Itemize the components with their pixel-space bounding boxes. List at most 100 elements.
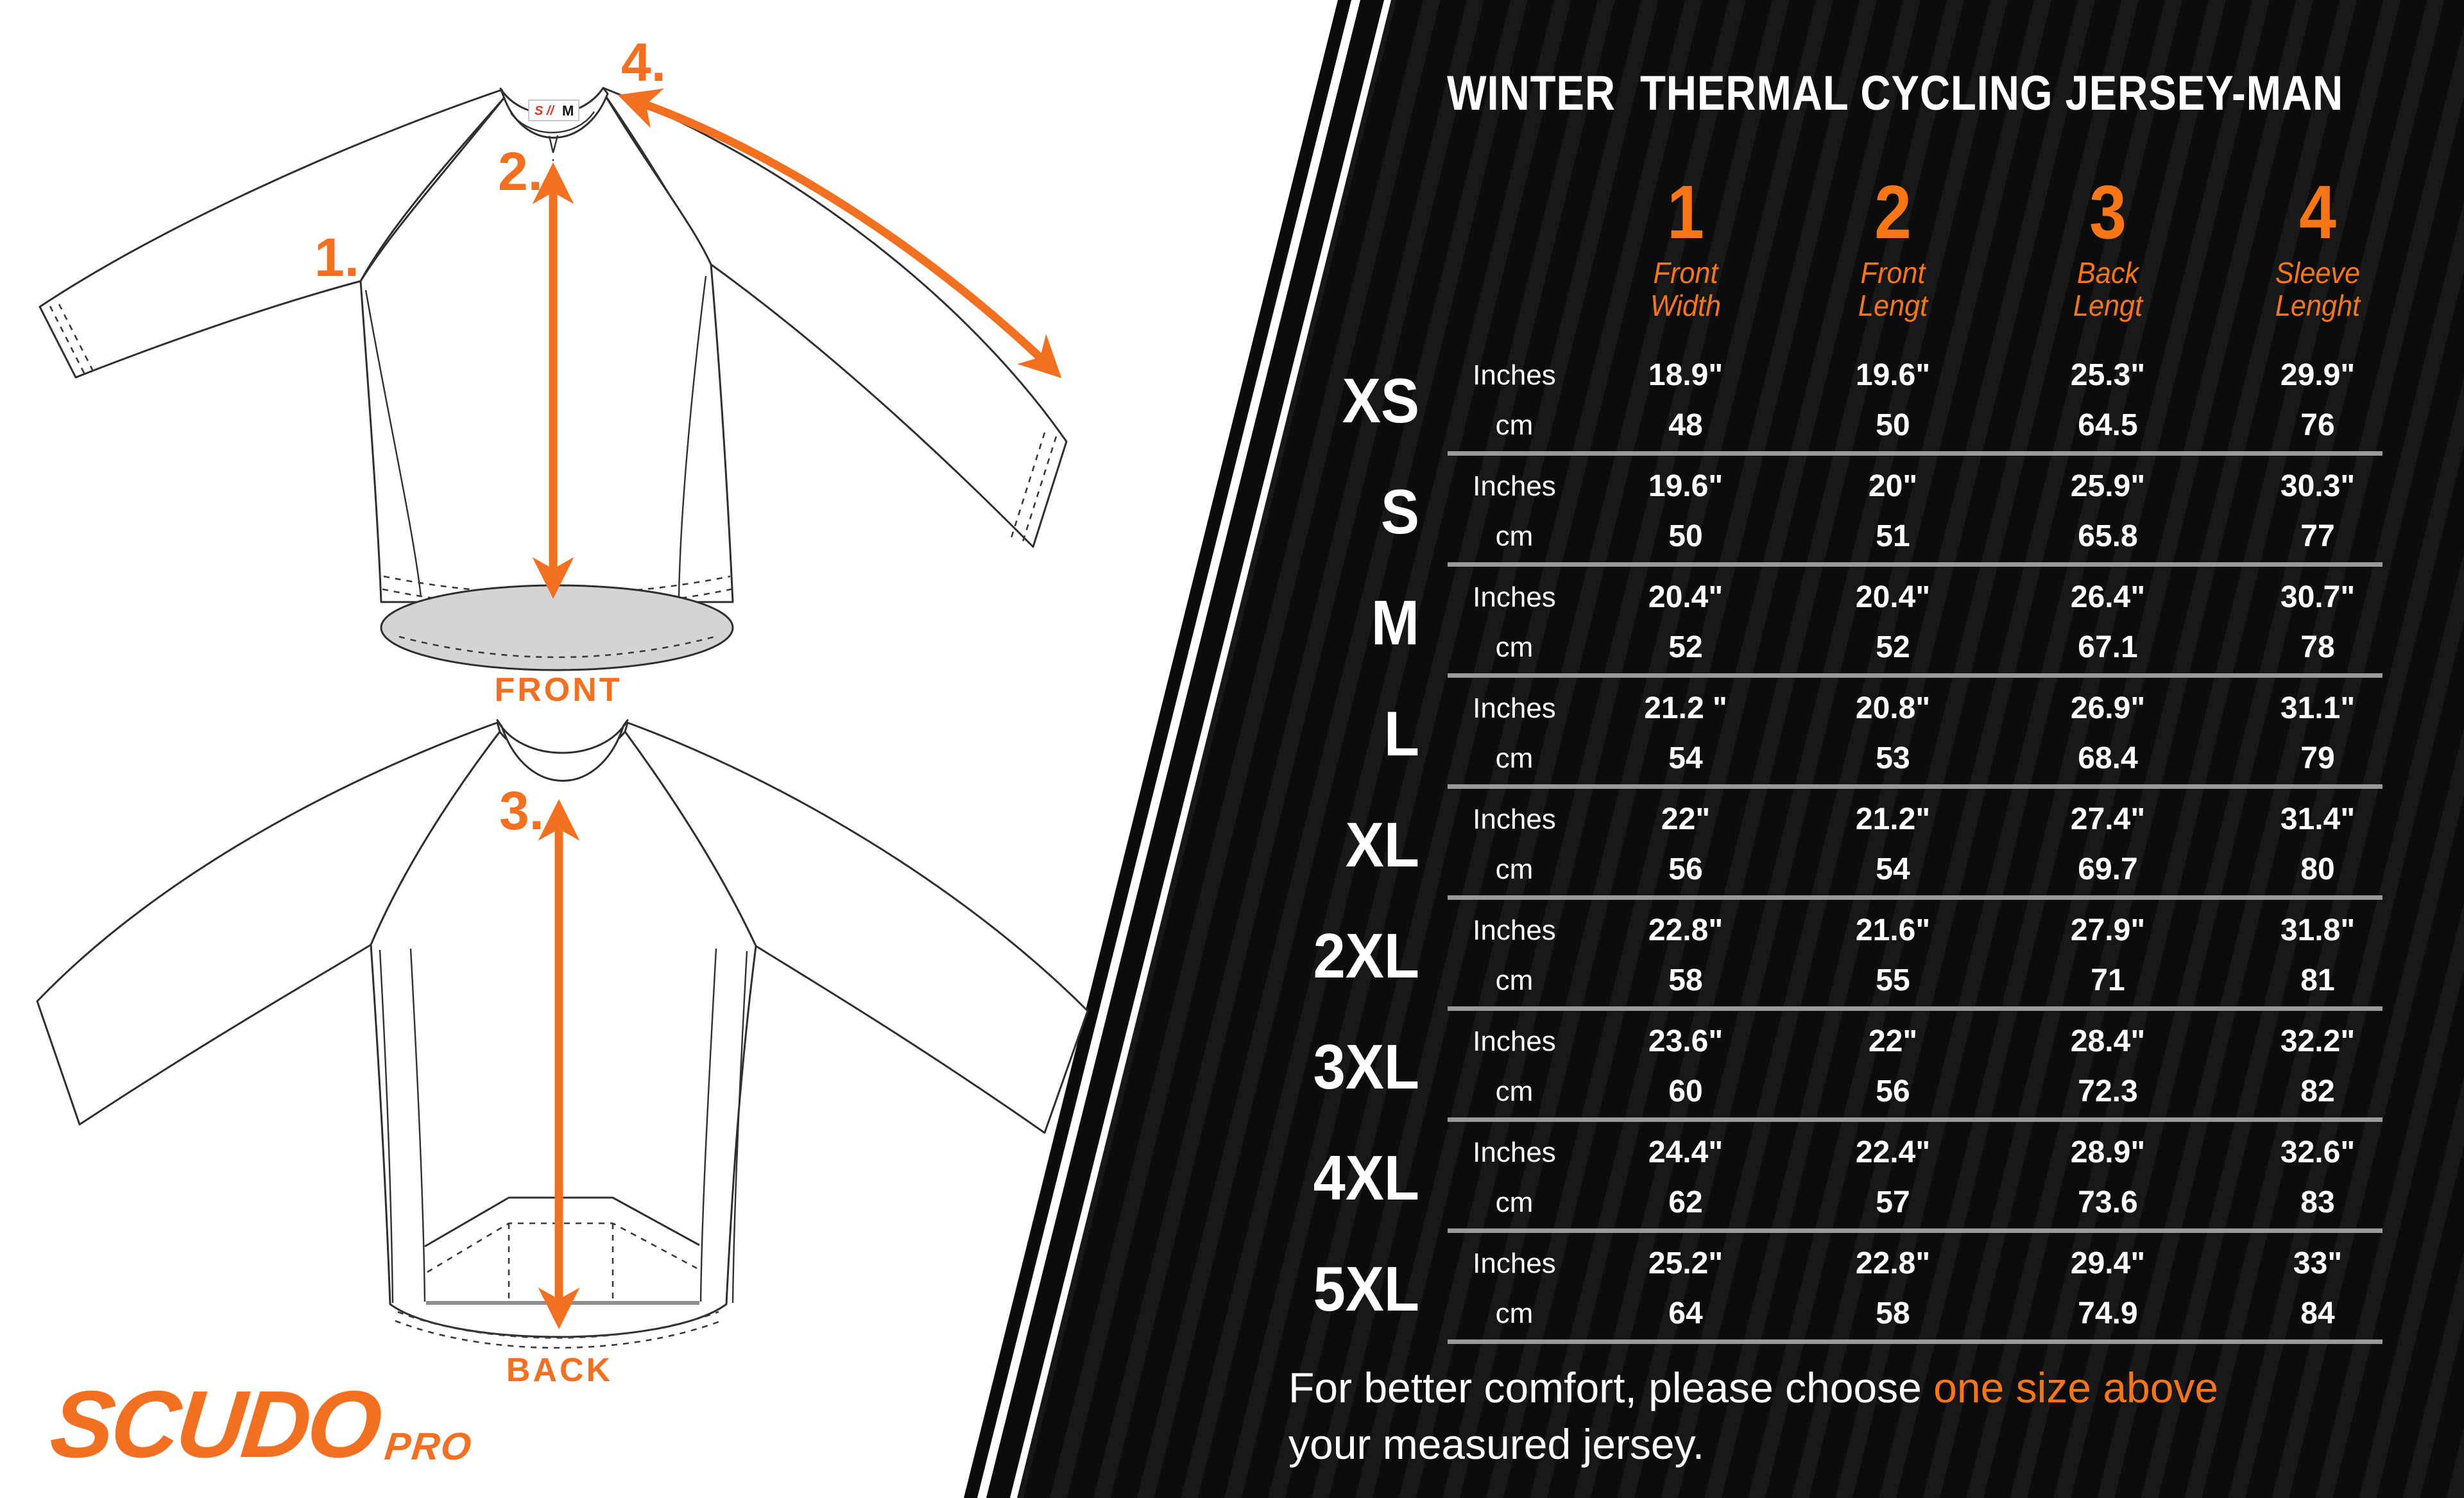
size-row-3XL: 3XL Inches 23.6" 22" 28.4" 32.2" cm 60 56 72.3 82 [1219,1016,2464,1127]
value-L-cm-col4: 79 [2300,741,2335,775]
column-label-line1: Front [1653,256,1718,289]
front-hem-opening [380,584,734,671]
value-M-inches-col4: 30.7" [2280,580,2356,614]
value-S-inches-col2: 20" [1868,469,1918,503]
unit-label-cm: cm [1495,1076,1534,1107]
back-pocket-dividers [508,1223,614,1302]
collar-tag [528,99,579,121]
column-number: 4 [2299,170,2336,255]
size-row-L: L Inches 21.2 " 20.8" 26.9" 31.1" cm 54 53 68.4 79 [1219,683,2464,794]
column-header-1: 1 Front Width [1609,175,1763,322]
unit-label-cm: cm [1495,854,1534,885]
value-M-cm-col2: 52 [1876,630,1910,664]
value-3XL-inches-col3: 28.4" [2070,1024,2146,1058]
back-left-side-seams [379,948,426,1304]
value-3XL-cm-col4: 82 [2300,1074,2335,1108]
column-label-line2: Lengt [1858,289,1928,322]
value-XS-cm-col3: 64.5 [2078,408,2138,442]
size-label: 3XL [1313,1031,1419,1102]
column-label: Front Width [1613,257,1758,322]
comfort-note-text: For better comfort, please choose [1288,1364,1934,1411]
value-L-inches-col1: 21.2 " [1644,691,1727,725]
value-M-inches-col2: 20.4" [1855,580,1931,614]
value-XL-cm-col1: 56 [1668,852,1703,886]
value-XS-inches-col2: 19.6" [1855,358,1931,392]
size-label: 2XL [1313,920,1419,991]
comfort-note: For better comfort, please choose one si… [1288,1359,2443,1472]
value-XL-cm-col3: 69.7 [2078,852,2138,886]
comfort-note-highlight: one size above [1933,1364,2219,1411]
value-M-cm-col1: 52 [1668,630,1703,664]
value-5XL-inches-col3: 29.4" [2070,1246,2146,1280]
row-separator [1448,784,2383,789]
value-S-inches-col3: 25.9" [2070,469,2146,503]
value-M-cm-col4: 78 [2300,630,2335,664]
value-S-inches-col1: 19.6" [1648,469,1724,503]
back-hem-stitch [395,1311,722,1349]
marker-3-label: 3. [499,780,544,841]
value-2XL-cm-col4: 81 [2300,963,2335,997]
unit-label-cm: cm [1495,743,1534,774]
comfort-note-line1: For better comfort, please choose one si… [1288,1359,2443,1416]
column-label-line1: Back [2076,256,2139,289]
unit-label-inches: Inches [1473,359,1556,391]
row-separator [1448,1339,2383,1344]
front-left-sleeve [38,89,506,379]
value-3XL-cm-col1: 60 [1668,1074,1703,1108]
front-collar-inner-seam [510,111,595,133]
value-L-cm-col3: 68.4 [2078,741,2138,775]
size-label: L [1383,698,1419,769]
jersey-diagrams: S // M 1. 2. 4. FRONT 3. BACK [36,32,1089,1389]
row-separator [1448,1228,2383,1233]
value-XL-inches-col1: 22" [1661,802,1711,836]
back-view-label: BACK [506,1352,613,1389]
unit-label-inches: Inches [1473,804,1556,835]
brand-logo-main: SCUDO [46,1372,384,1477]
unit-label-inches: Inches [1473,693,1556,724]
value-4XL-cm-col2: 57 [1876,1185,1910,1219]
column-label: Front Lengt [1820,257,1965,322]
unit-label-cm: cm [1495,409,1534,441]
back-pocket-stitch [427,1222,697,1273]
value-2XL-cm-col1: 58 [1668,963,1703,997]
value-3XL-inches-col2: 22" [1868,1024,1918,1058]
value-4XL-cm-col1: 62 [1668,1185,1703,1219]
size-row-M: M Inches 20.4" 20.4" 26.4" 30.7" cm 52 52 67.1 78 [1219,572,2464,683]
unit-label-inches: Inches [1473,1248,1556,1279]
size-row-XL: XL Inches 22" 21.2" 27.4" 31.4" cm 56 54 69.7 80 [1219,794,2464,905]
column-number: 3 [2089,170,2126,255]
size-row-S: S Inches 19.6" 20" 25.9" 30.3" cm 50 51 65.8 77 [1219,461,2464,572]
marker-4-label: 4. [621,32,666,92]
unit-label-cm: cm [1495,1187,1534,1218]
row-separator [1448,1117,2383,1122]
size-label: S [1380,476,1419,547]
value-5XL-cm-col3: 74.9 [2078,1296,2138,1330]
value-4XL-inches-col3: 28.9" [2070,1135,2146,1169]
size-label: XL [1345,809,1419,880]
unit-label-inches: Inches [1473,915,1556,946]
front-left-cuff-stitch [49,304,96,377]
value-XL-inches-col4: 31.4" [2280,802,2356,836]
value-4XL-cm-col3: 73.6 [2078,1185,2138,1219]
brand-logo: SCUDO PRO [46,1372,479,1477]
column-number: 2 [1874,170,1912,255]
value-S-cm-col4: 77 [2300,519,2335,553]
unit-label-inches: Inches [1473,1137,1556,1168]
unit-label-inches: Inches [1473,1026,1556,1057]
comfort-note-line2: your measured jersey. [1288,1420,1705,1468]
value-L-inches-col2: 20.8" [1855,691,1931,725]
sleeve-length-arrow [617,88,1062,379]
value-M-cm-col3: 67.1 [2078,630,2138,664]
value-5XL-inches-col4: 33" [2293,1246,2343,1280]
value-L-inches-col3: 26.9" [2070,691,2146,725]
unit-label-inches: Inches [1473,470,1556,502]
value-M-inches-col1: 20.4" [1648,580,1724,614]
column-label-line2: Lengt [2073,289,2143,322]
unit-label-inches: Inches [1473,581,1556,613]
value-3XL-inches-col4: 32.2" [2280,1024,2356,1058]
value-XS-cm-col1: 48 [1668,408,1703,442]
value-XS-cm-col4: 76 [2300,408,2335,442]
size-row-5XL: 5XL Inches 25.2" 22.8" 29.4" 33" cm 64 58 74.9 84 [1219,1238,2464,1349]
value-2XL-cm-col3: 71 [2091,963,2125,997]
column-label-line2: Lenght [2275,289,2361,322]
